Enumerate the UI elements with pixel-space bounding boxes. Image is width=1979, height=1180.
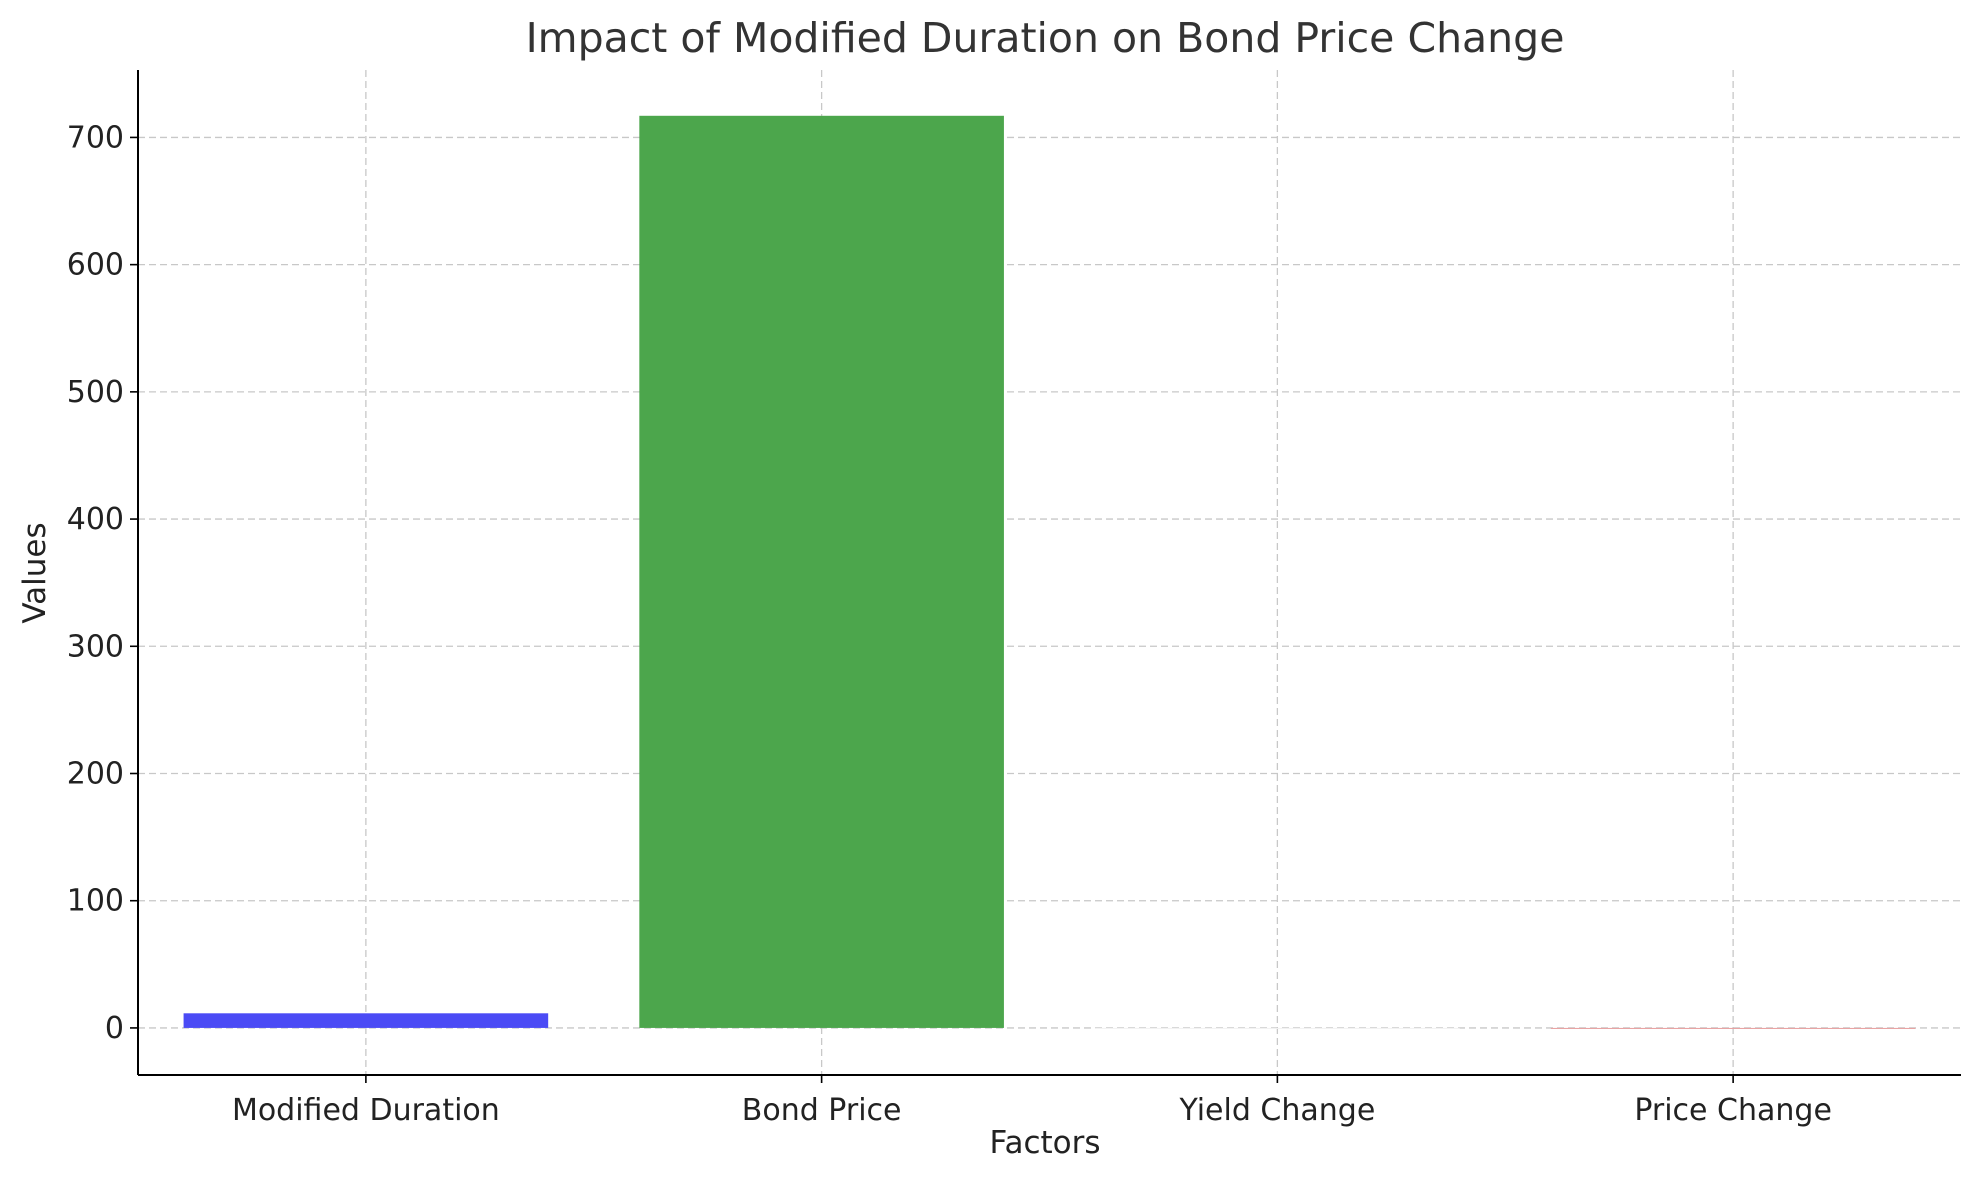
- bar-bond-price: [639, 115, 1004, 1028]
- y-tick-label: 300: [67, 629, 124, 664]
- y-tick-label: 400: [67, 502, 124, 537]
- x-tick-label: Price Change: [1634, 1093, 1832, 1128]
- bar-yield-change: [1095, 1027, 1460, 1029]
- y-tick-label: 0: [105, 1011, 124, 1046]
- bar-modified-duration: [183, 1013, 549, 1028]
- bar-layer: [183, 115, 1916, 1029]
- y-tick-label: 500: [67, 375, 124, 410]
- grid-layer: [138, 70, 1961, 1075]
- x-tick-label: Yield Change: [1178, 1093, 1375, 1128]
- bar-price-change: [1550, 1027, 1916, 1029]
- y-tick-label: 200: [67, 757, 124, 792]
- x-axis-label: Factors: [989, 1125, 1100, 1161]
- y-tick-label: 700: [67, 120, 124, 155]
- y-tick-label: 600: [67, 248, 124, 283]
- y-axis-label: Values: [17, 522, 53, 623]
- x-tick-label: Bond Price: [742, 1093, 902, 1128]
- chart-title: Impact of Modified Duration on Bond Pric…: [526, 14, 1565, 62]
- x-tick-label: Modified Duration: [232, 1093, 500, 1128]
- axis-layer: [130, 70, 1961, 1083]
- tick-label-layer: 0 100 200 300 400 500 600 700 Modified Duration B…: [67, 120, 1832, 1128]
- y-tick-label: 100: [67, 884, 124, 919]
